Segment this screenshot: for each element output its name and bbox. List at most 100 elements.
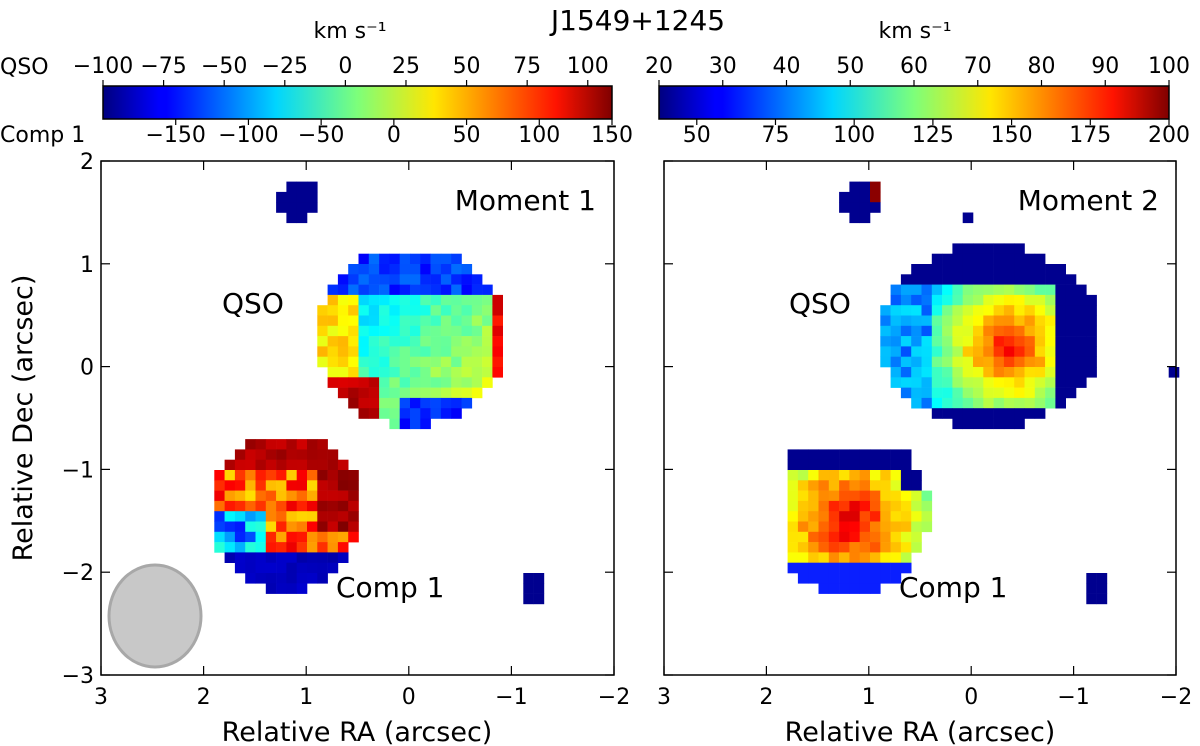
map-pixel [276, 552, 287, 563]
map-pixel [993, 346, 1005, 357]
map-pixel [440, 305, 452, 316]
map-pixel [1024, 346, 1036, 357]
map-pixel [276, 191, 287, 203]
map-pixel [1076, 356, 1087, 368]
map-pixel [286, 439, 297, 450]
x-tick-label: −1 [1057, 685, 1089, 710]
map-pixel [358, 253, 370, 265]
map-pixel [859, 542, 871, 553]
map-pixel [1034, 346, 1046, 357]
map-pixel [523, 573, 534, 584]
map-pixel [286, 521, 297, 533]
map-pixel [255, 542, 267, 553]
map-pixel [461, 294, 473, 306]
xlabel-moment2: Relative RA (arcsec) [785, 717, 1056, 746]
map-pixel [931, 315, 943, 327]
map-pixel [451, 397, 462, 409]
map-pixel [358, 294, 370, 306]
map-pixel [286, 459, 297, 471]
map-pixel [921, 274, 933, 285]
map-pixel [1024, 264, 1036, 275]
map-pixel [952, 253, 963, 265]
map-pixel [1003, 387, 1015, 399]
map-pixel [440, 408, 452, 419]
map-pixel [461, 264, 473, 275]
map-pixel [348, 315, 359, 327]
map-pixel [286, 542, 297, 553]
map-pixel [828, 542, 840, 553]
map-pixel [358, 264, 370, 275]
map-pixel [900, 480, 912, 491]
map-pixel [307, 573, 318, 584]
map-pixel [317, 439, 328, 450]
map-pixel [900, 449, 912, 460]
map-pixel [942, 284, 953, 296]
map-pixel [327, 480, 339, 491]
map-pixel [900, 336, 912, 347]
map-pixel [410, 253, 421, 265]
map-pixel [1076, 294, 1087, 306]
map-pixel [962, 377, 974, 388]
map-pixel [931, 253, 943, 265]
map-pixel [1045, 377, 1056, 388]
map-pixel [859, 573, 871, 584]
map-pixel [296, 500, 308, 512]
map-pixel [890, 542, 902, 553]
map-pixel [900, 294, 912, 306]
map-pixel [952, 408, 963, 419]
map-pixel [440, 253, 452, 265]
map-pixel [461, 284, 473, 296]
colorbar-qso-tick-label: 50 [836, 54, 864, 79]
map-pixel [317, 500, 328, 512]
map-pixel [797, 573, 809, 584]
map-pixel [430, 315, 442, 327]
moment1-pixel-map [214, 181, 545, 605]
map-pixel [245, 562, 256, 574]
map-pixel [983, 305, 994, 316]
map-pixel [1003, 264, 1015, 275]
x-tick-label: 3 [94, 685, 108, 710]
map-pixel [942, 253, 953, 265]
map-pixel [1076, 284, 1087, 296]
map-pixel [317, 305, 328, 316]
map-pixel [1003, 325, 1015, 337]
map-pixel [440, 387, 452, 399]
colorbar-comp-tick-label: 175 [1069, 123, 1111, 148]
colorbar-comp-tick-label: −50 [298, 123, 344, 148]
map-pixel [880, 542, 891, 553]
map-pixel [870, 562, 881, 574]
map-pixel [389, 346, 400, 357]
map-pixel [410, 387, 421, 399]
map-pixel [255, 449, 267, 460]
map-pixel [890, 531, 902, 543]
map-pixel [337, 274, 349, 285]
map-pixel [451, 377, 462, 388]
map-pixel [818, 583, 830, 594]
map-pixel [890, 294, 902, 306]
map-pixel [451, 253, 462, 265]
map-pixel [317, 325, 328, 337]
colorbar-qso-tick-label: 30 [709, 54, 737, 79]
map-pixel [399, 264, 411, 275]
map-pixel [265, 490, 277, 502]
map-pixel [921, 490, 933, 502]
map-pixel [1014, 336, 1025, 347]
map-pixel [839, 191, 850, 203]
map-pixel [1076, 346, 1087, 357]
map-pixel [307, 542, 318, 553]
map-pixel [224, 480, 236, 491]
map-pixel [379, 356, 390, 368]
map-pixel [410, 264, 421, 275]
map-pixel [952, 418, 963, 430]
map-pixel [307, 562, 318, 574]
map-pixel [859, 181, 871, 193]
map-pixel [870, 490, 881, 502]
map-pixel [828, 470, 840, 481]
map-pixel [870, 583, 881, 594]
map-pixel [348, 264, 359, 275]
map-pixel [880, 490, 891, 502]
map-pixel [327, 449, 339, 460]
map-pixel [962, 367, 974, 378]
map-pixel [1034, 377, 1046, 388]
map-pixel [255, 459, 267, 471]
